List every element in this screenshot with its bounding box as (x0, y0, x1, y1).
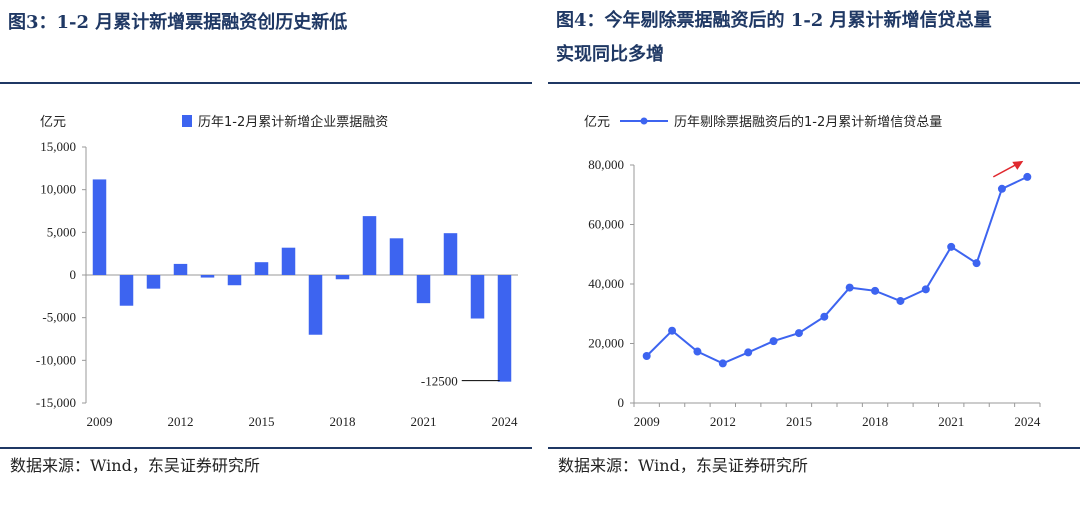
right-x-tick-label: 2024 (1014, 414, 1041, 429)
right-point (972, 259, 981, 268)
left-bar (389, 238, 404, 275)
right-chart-title-line2: 实现同比多增 (556, 44, 664, 65)
left-x-tick-label: 2012 (168, 414, 194, 429)
left-bar (200, 275, 215, 278)
left-x-tick-label: 2024 (492, 414, 519, 429)
left-y-tick-label: 0 (70, 267, 77, 282)
right-y-tick-label: 60,000 (588, 217, 624, 232)
right-x-tick-label: 2015 (786, 414, 812, 429)
left-unit-label: 亿元 (40, 115, 66, 130)
left-bar-chart: 亿元 历年1-2月累计新增企业票据融资 -15,000 -10,000 -5,000… (36, 114, 518, 429)
left-bar (362, 216, 377, 275)
left-bar (92, 179, 107, 275)
left-bar (470, 275, 485, 319)
right-series-line (645, 175, 1028, 365)
right-point (921, 285, 930, 294)
left-x-tick-label: 2009 (87, 414, 113, 429)
right-source-note: 数据来源：Wind，东吴证券研究所 (558, 456, 808, 475)
right-legend-label: 历年剔除票据融资后的1-2月累计新增信贷总量 (674, 114, 942, 130)
left-bar (335, 275, 350, 280)
left-x-tick-label: 2018 (330, 414, 356, 429)
left-bar (146, 275, 161, 289)
left-bar (308, 275, 323, 335)
left-bottom-rule (0, 447, 532, 449)
right-point (718, 359, 727, 368)
right-bottom-rule (548, 447, 1080, 449)
left-annotation-label: -12500 (421, 374, 458, 389)
right-legend-marker (640, 117, 648, 125)
right-point (693, 347, 702, 356)
left-bar (416, 275, 431, 304)
right-point (896, 296, 905, 305)
left-chart-title: 图3：1-2 月累计新增票据融资创历史新低 (8, 12, 348, 33)
left-bar (227, 275, 242, 286)
right-point (769, 337, 778, 346)
left-bar (254, 262, 269, 275)
right-x-tick-label: 2009 (634, 414, 660, 429)
left-chart-panel: 图3：1-2 月累计新增票据融资创历史新低 亿元 历年1-2月累计新增企业票据融… (0, 0, 532, 509)
right-y-tick-label: 40,000 (588, 276, 624, 291)
right-point (794, 329, 803, 338)
left-top-rule (0, 82, 532, 84)
left-y-tick-label: 10,000 (40, 182, 76, 197)
right-point (997, 184, 1006, 193)
right-y-tick-label: 20,000 (588, 336, 624, 351)
right-point (642, 351, 651, 360)
left-source-note: 数据来源：Wind，东吴证券研究所 (10, 456, 260, 475)
left-bar (497, 275, 512, 382)
left-bar (119, 275, 134, 306)
left-axes: -15,000 -10,000 -5,000 0 5,000 10,000 15,000 20… (36, 139, 518, 429)
right-points (642, 172, 1032, 368)
right-point (845, 283, 854, 292)
right-chart-title-line1: 图4：今年剔除票据融资后的 1-2 月累计新增信贷总量 (556, 10, 992, 31)
left-y-tick-label: -5,000 (42, 310, 76, 325)
right-point (820, 312, 829, 321)
right-y-tick-label: 0 (618, 395, 625, 410)
right-chart-panel: 图4：今年剔除票据融资后的 1-2 月累计新增信贷总量 实现同比多增 亿元 历年… (548, 0, 1080, 509)
left-bar (173, 263, 188, 275)
left-y-tick-label: -15,000 (36, 395, 76, 410)
right-line-chart: 亿元 历年剔除票据融资后的1-2月累计新增信贷总量 0 20,000 40,000 6… (584, 114, 1041, 429)
right-y-tick-label: 80,000 (588, 157, 624, 172)
right-x-tick-label: 2018 (862, 414, 888, 429)
right-point (947, 242, 956, 251)
right-unit-label: 亿元 (584, 115, 610, 130)
right-point (744, 348, 753, 357)
left-y-tick-label: -10,000 (36, 352, 76, 367)
left-y-tick-label: 15,000 (40, 139, 76, 154)
left-x-tick-label: 2021 (411, 414, 437, 429)
left-legend-label: 历年1-2月累计新增企业票据融资 (198, 114, 388, 130)
left-bars (92, 179, 512, 382)
right-point (668, 326, 677, 335)
right-point (1023, 172, 1032, 181)
right-arrow-head (1012, 160, 1024, 170)
left-y-tick-label: 5,000 (47, 224, 76, 239)
left-x-tick-label: 2015 (249, 414, 275, 429)
right-point (871, 286, 880, 295)
right-x-tick-label: 2012 (710, 414, 736, 429)
right-axes: 0 20,000 40,000 60,000 80,000 2009 2012 2015 201… (588, 157, 1041, 429)
right-top-rule (548, 82, 1080, 84)
left-bar (443, 233, 458, 275)
left-legend-swatch (182, 115, 192, 127)
right-trend-arrow (992, 160, 1024, 178)
right-x-tick-label: 2021 (938, 414, 964, 429)
right-chart-title: 图4：今年剔除票据融资后的 1-2 月累计新增信贷总量 实现同比多增 (548, 0, 1080, 68)
left-bar (281, 247, 296, 275)
